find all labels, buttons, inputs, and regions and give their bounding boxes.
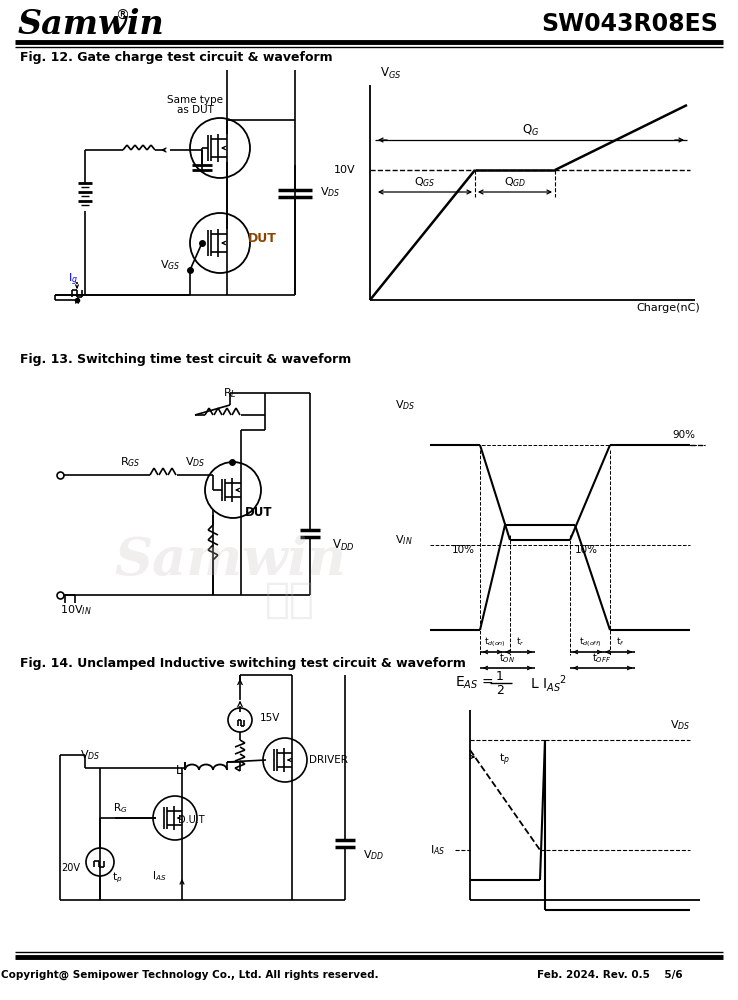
Text: 10%: 10%	[575, 545, 598, 555]
Text: V$_{IN}$: V$_{IN}$	[395, 533, 413, 547]
Text: DUT: DUT	[248, 232, 277, 244]
Text: V$_{DS}$: V$_{DS}$	[395, 398, 415, 412]
Text: V$_{DS}$: V$_{DS}$	[320, 185, 340, 199]
Text: I$_{AS}$: I$_{AS}$	[152, 869, 167, 883]
Text: 15V: 15V	[260, 713, 280, 723]
Text: t$_{d(on)}$: t$_{d(on)}$	[484, 635, 506, 649]
Text: 2: 2	[496, 684, 504, 698]
Text: Copyright@ Semipower Technology Co., Ltd. All rights reserved.: Copyright@ Semipower Technology Co., Ltd…	[1, 970, 379, 980]
Text: Fig. 13. Switching time test circuit & waveform: Fig. 13. Switching time test circuit & w…	[20, 354, 351, 366]
Text: V$_{GS}$: V$_{GS}$	[380, 65, 401, 81]
Text: as DUT: as DUT	[176, 105, 213, 115]
Text: 10%: 10%	[452, 545, 475, 555]
Text: 90%: 90%	[672, 430, 695, 440]
Text: I$_g$: I$_g$	[68, 272, 78, 288]
Text: t$_{ON}$: t$_{ON}$	[499, 651, 515, 665]
Text: V$_{DD}$: V$_{DD}$	[332, 537, 354, 553]
Text: DRIVER: DRIVER	[309, 755, 348, 765]
Text: V$_{DS}$: V$_{DS}$	[669, 718, 690, 732]
Text: Same type: Same type	[167, 95, 223, 105]
Text: V$_{DS}$: V$_{DS}$	[184, 455, 205, 469]
Text: Fig. 12. Gate charge test circuit & waveform: Fig. 12. Gate charge test circuit & wave…	[20, 51, 333, 64]
Text: Samwin: Samwin	[18, 7, 165, 40]
Text: E$_{AS}$ =: E$_{AS}$ =	[455, 675, 494, 691]
Text: t$_r$: t$_r$	[516, 636, 524, 648]
Text: t$_f$: t$_f$	[615, 636, 624, 648]
Text: ®: ®	[115, 9, 129, 23]
Text: 10V: 10V	[334, 165, 355, 175]
Text: L: L	[176, 764, 182, 776]
Text: t$_p$: t$_p$	[500, 752, 511, 768]
Text: Charge(nC): Charge(nC)	[636, 303, 700, 313]
Text: Q$_G$: Q$_G$	[523, 122, 539, 138]
Text: t$_{OFF}$: t$_{OFF}$	[593, 651, 612, 665]
Text: DUT: DUT	[245, 506, 272, 518]
Text: V$_{DS}$: V$_{DS}$	[80, 748, 100, 762]
Text: D.U.T: D.U.T	[178, 815, 204, 825]
Text: R$_L$: R$_L$	[223, 386, 237, 400]
Text: Fig. 14. Unclamped Inductive switching test circuit & waveform: Fig. 14. Unclamped Inductive switching t…	[20, 656, 466, 670]
Text: V$_{DD}$: V$_{DD}$	[363, 848, 384, 862]
Text: t$_p$: t$_p$	[112, 871, 123, 885]
Text: Q$_{GS}$: Q$_{GS}$	[414, 175, 435, 189]
Text: 10V$_{IN}$: 10V$_{IN}$	[60, 603, 92, 617]
Text: Feb. 2024. Rev. 0.5    5/6: Feb. 2024. Rev. 0.5 5/6	[537, 970, 683, 980]
Text: R$_G$: R$_G$	[113, 801, 127, 815]
Text: SW043R08ES: SW043R08ES	[541, 12, 718, 36]
Text: 20V: 20V	[61, 863, 80, 873]
Text: R$_{GS}$: R$_{GS}$	[120, 455, 140, 469]
Text: I$_{AS}$: I$_{AS}$	[430, 843, 445, 857]
Text: Samwin: Samwin	[114, 534, 346, 585]
Text: V$_{GS}$: V$_{GS}$	[160, 258, 180, 272]
Text: 品保: 品保	[265, 579, 315, 621]
Text: Q$_{GD}$: Q$_{GD}$	[504, 175, 526, 189]
Text: t$_{d(off)}$: t$_{d(off)}$	[579, 635, 601, 649]
Text: L I$_{AS}$$^2$: L I$_{AS}$$^2$	[530, 672, 567, 694]
Text: 1: 1	[496, 670, 504, 682]
